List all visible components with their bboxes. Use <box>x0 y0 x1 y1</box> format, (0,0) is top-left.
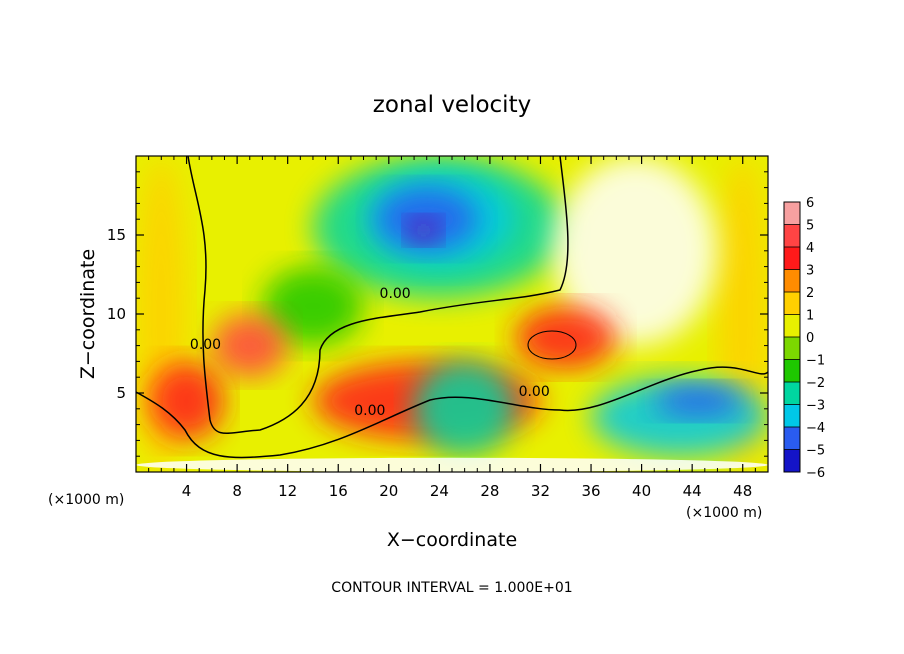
colorbar-label: −1 <box>806 354 825 369</box>
heatmap-regions <box>136 156 768 472</box>
y-tick-label: 15 <box>107 226 126 244</box>
colorbar-label: 2 <box>806 286 814 301</box>
colorbar: 6 5 4 3 2 1 0 −1 −2 −3 −4 −5 −6 <box>783 196 825 481</box>
colorbar-label: 5 <box>806 219 814 234</box>
contour-interval-footer: CONTOUR INTERVAL = 1.000E+01 <box>331 580 572 596</box>
x-tick-label: 48 <box>733 482 752 500</box>
heatmap-cell <box>136 457 768 472</box>
colorbar-swatch <box>784 314 800 337</box>
x-tick-label: 8 <box>232 482 242 500</box>
heatmap-cell <box>654 385 743 417</box>
colorbar-label: −6 <box>806 466 825 481</box>
y-axis-ticks: 5 10 15 <box>107 171 768 457</box>
colorbar-label: −5 <box>806 444 825 459</box>
colorbar-label: −4 <box>806 421 825 436</box>
colorbar-label: 3 <box>806 264 814 279</box>
x-tick-label: 40 <box>632 482 651 500</box>
colorbar-label: −2 <box>806 376 825 391</box>
x-tick-label: 28 <box>480 482 499 500</box>
y-tick-label: 5 <box>116 384 126 402</box>
x-unit-right: (×1000 m) <box>686 505 762 521</box>
x-tick-label: 44 <box>683 482 702 500</box>
x-axis-ticks: 4 8 12 16 20 24 28 32 36 40 44 48 <box>148 156 756 500</box>
colorbar-label: 6 <box>806 196 814 211</box>
colorbar-label: −3 <box>806 399 825 414</box>
x-tick-label: 32 <box>531 482 550 500</box>
colorbar-swatch <box>784 382 800 405</box>
contour-label: 0.00 <box>380 286 411 302</box>
x-tick-label: 4 <box>182 482 192 500</box>
contour-label: 0.00 <box>354 403 385 419</box>
heatmap-cell <box>553 156 718 346</box>
chart-title: zonal velocity <box>373 92 531 118</box>
zero-contour-upper <box>187 156 569 434</box>
colorbar-swatch <box>784 202 800 225</box>
x-tick-label: 16 <box>329 482 348 500</box>
colorbar-label: 1 <box>806 309 814 324</box>
colorbar-swatch <box>784 404 800 427</box>
colorbar-swatch <box>784 449 800 472</box>
x-unit-left: (×1000 m) <box>48 492 124 508</box>
colorbar-swatch <box>784 292 800 315</box>
colorbar-swatch <box>784 427 800 450</box>
heatmap-cell <box>211 314 288 378</box>
colorbar-swatch <box>784 269 800 292</box>
contour-labels: 0.00 0.00 0.00 0.00 <box>190 286 550 419</box>
heatmap-cell <box>515 306 617 370</box>
y-tick-label: 10 <box>107 305 126 323</box>
heatmap-cell <box>414 361 516 457</box>
y-axis-label: Z−coordinate <box>77 249 99 379</box>
colorbar-label: 4 <box>806 241 814 256</box>
contour-label: 0.00 <box>190 337 221 353</box>
heatmap-cell <box>407 217 440 243</box>
contour-loop-right <box>527 330 577 360</box>
colorbar-label: 0 <box>806 331 814 346</box>
contour-label: 0.00 <box>519 384 550 400</box>
colorbar-swatch <box>784 224 800 247</box>
x-tick-label: 12 <box>278 482 297 500</box>
x-tick-label: 24 <box>430 482 449 500</box>
contour-lines <box>136 156 768 459</box>
heatmap-cell <box>262 266 364 346</box>
x-axis-label: X−coordinate <box>387 529 517 551</box>
zero-contour-lower <box>136 366 768 459</box>
colorbar-swatch <box>784 359 800 382</box>
x-tick-label: 20 <box>379 482 398 500</box>
colorbar-swatch <box>784 337 800 360</box>
colorbar-swatch <box>784 247 800 270</box>
x-tick-label: 36 <box>581 482 600 500</box>
